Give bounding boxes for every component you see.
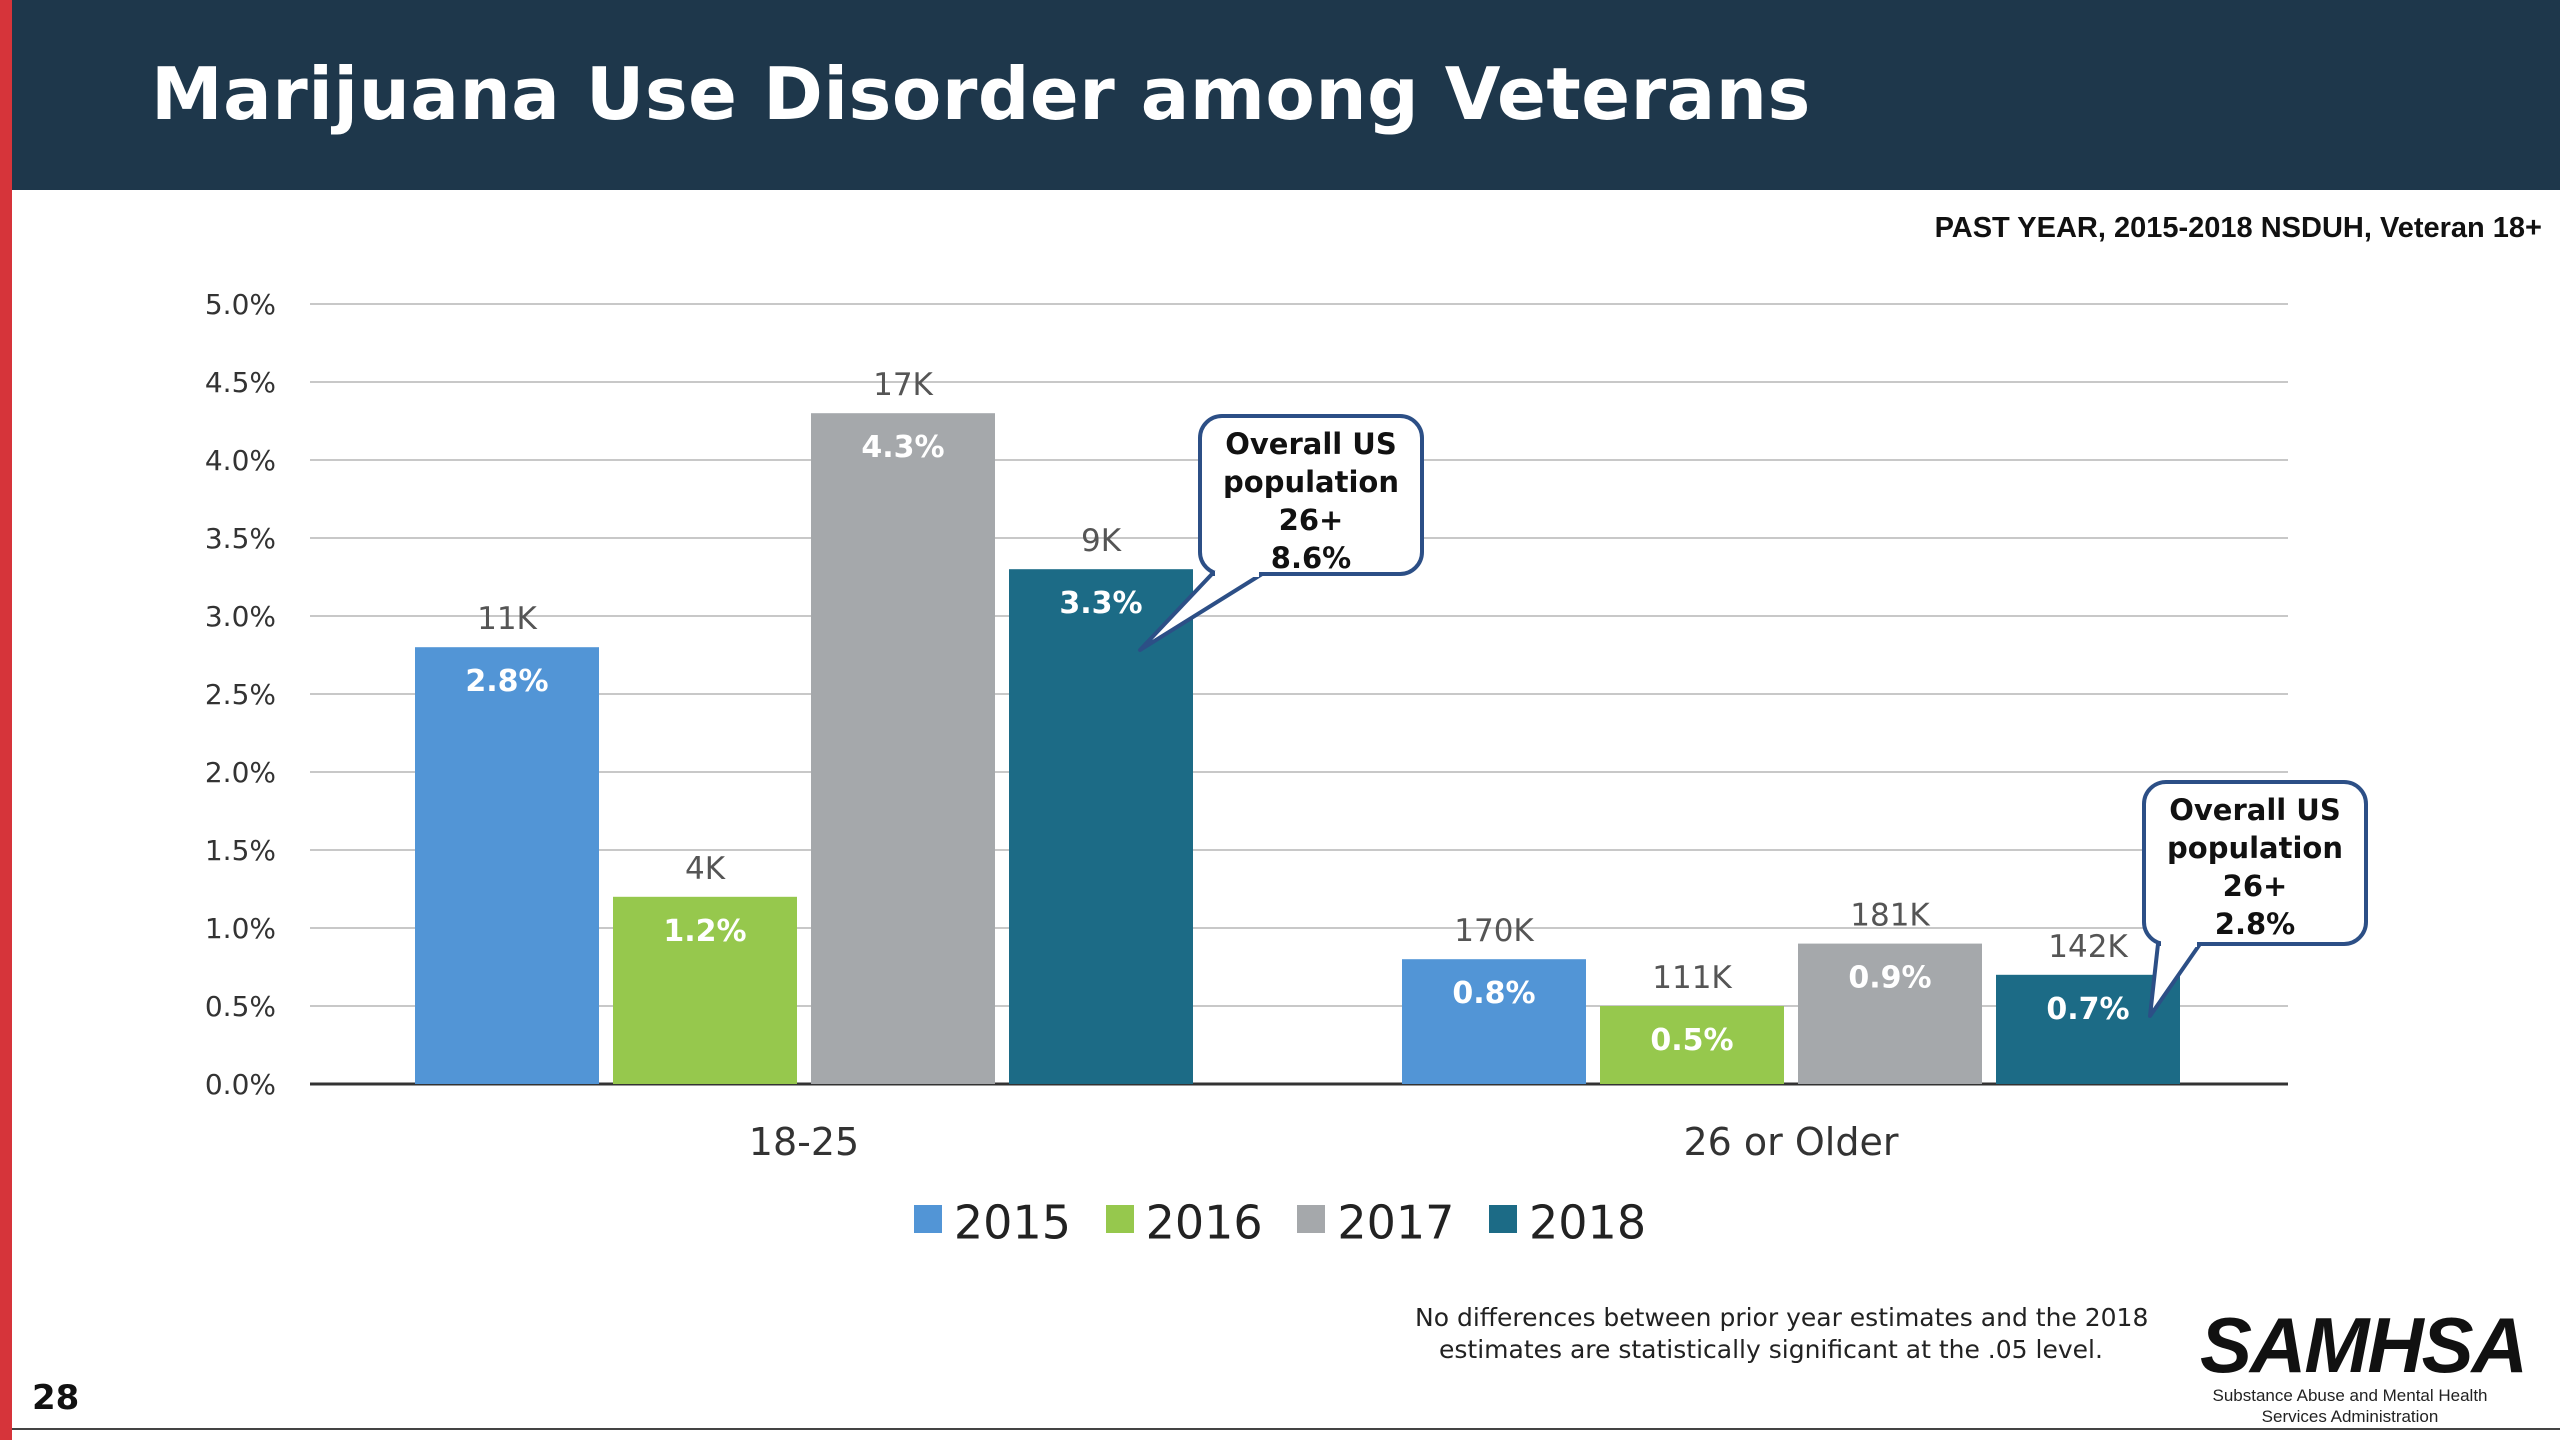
y-tick-label: 2.5% — [205, 678, 276, 711]
samhsa-logo: SAMHSA Substance Abuse and Mental Health… — [2200, 1301, 2528, 1427]
legend-swatch-2016 — [1105, 1205, 1134, 1234]
bar-count-label: 181K — [1850, 898, 1930, 934]
category-label-2: 26 or Older — [1684, 1120, 1899, 1164]
callout-line: 26+ — [2223, 869, 2288, 903]
legend-label: 2016 — [1145, 1195, 1263, 1250]
bar-count-label: 9K — [1081, 523, 1122, 559]
callouts: Overall US population 26+ 8.6% Overall US pop… — [1138, 414, 2368, 1018]
bar-value-label: 0.5% — [1650, 1023, 1733, 1058]
bar-2016-older — [1600, 1006, 1784, 1084]
y-tick-label: 3.5% — [205, 522, 276, 555]
bar-count-label: 4K — [685, 851, 726, 887]
bar-value-label: 0.9% — [1848, 961, 1931, 996]
bars: 2.8% 11K 1.2% 4K 4.3% 17K 3.3% 9K 0.8% 170K 0.5% 11… — [415, 367, 2180, 1084]
callout-line: 2.8% — [2215, 907, 2295, 941]
x-axis-categories: 18-25 26 or Older — [749, 1120, 1899, 1164]
legend-swatch-2015 — [913, 1205, 942, 1234]
slide-title: Marijuana Use Disorder among Veterans — [151, 52, 1811, 136]
category-label-1: 18-25 — [749, 1120, 859, 1164]
bar-2015-older — [1402, 959, 1586, 1084]
bar-2015-young — [415, 647, 599, 1084]
bar-count-label: 17K — [873, 367, 933, 403]
bar-2017-young — [811, 413, 995, 1084]
left-accent-bar — [0, 0, 12, 1440]
footnote: No differences between prior year estima… — [1415, 1302, 2149, 1366]
logo-text-line-1: Substance Abuse and Mental Health — [2212, 1386, 2488, 1405]
logo-mark: SAMHSA — [2200, 1301, 2528, 1389]
footnote-line-1: No differences between prior year estima… — [1415, 1303, 2149, 1332]
y-tick-label: 1.0% — [205, 912, 276, 945]
callout-2: Overall US population 26+ 2.8% — [2142, 780, 2368, 1018]
legend-label: 2015 — [953, 1195, 1071, 1250]
footnote-line-2: estimates are statistically significant … — [1439, 1335, 2103, 1364]
bar-value-label: 0.8% — [1452, 976, 1535, 1011]
bar-count-label: 170K — [1454, 913, 1534, 949]
y-tick-label: 4.0% — [205, 444, 276, 477]
y-tick-label: 2.0% — [205, 756, 276, 789]
callout-line: 8.6% — [1271, 541, 1351, 575]
bar-value-label: 4.3% — [861, 430, 944, 465]
callout-box — [2142, 780, 2368, 946]
callout-line: Overall US — [2169, 793, 2341, 827]
callout-line: 26+ — [1279, 503, 1344, 537]
bar-2017-older — [1798, 943, 1982, 1084]
legend-item-2016: 2016 — [1105, 1192, 1263, 1250]
bar-value-label: 1.2% — [663, 914, 746, 949]
callout-line: Overall US — [1225, 427, 1397, 461]
bar-count-label: 111K — [1652, 960, 1732, 996]
legend-item-2015: 2015 — [913, 1192, 1071, 1250]
callout-line: population — [1223, 465, 1399, 499]
bar-count-label: 142K — [2048, 929, 2128, 965]
bar-value-label: 2.8% — [465, 664, 548, 699]
legend-swatch-2017 — [1297, 1205, 1326, 1234]
title-banner — [12, 0, 2560, 190]
y-tick-label: 4.5% — [205, 366, 276, 399]
y-axis-ticks: 0.0% 0.5% 1.0% 1.5% 2.0% 2.5% 3.0% 3.5% 4.0% 4.5%… — [205, 288, 276, 1101]
bar-2018-young — [1009, 569, 1193, 1084]
bar-value-label: 0.7% — [2046, 992, 2129, 1027]
callout-box — [1198, 414, 1424, 576]
y-tick-label: 0.0% — [205, 1068, 276, 1101]
callout-1: Overall US population 26+ 8.6% — [1138, 414, 1424, 652]
legend-item-2017: 2017 — [1297, 1192, 1455, 1250]
legend-item-2018: 2018 — [1489, 1192, 1647, 1250]
bottom-divider — [12, 1428, 2560, 1430]
bar-2016-young — [613, 896, 797, 1084]
legend-swatch-2018 — [1489, 1205, 1518, 1234]
chart-subtitle: PAST YEAR, 2015-2018 NSDUH, Veteran 18+ — [1934, 212, 2542, 244]
page-number: 28 — [32, 1378, 80, 1418]
legend-label: 2017 — [1337, 1195, 1455, 1250]
logo-text-line-2: Services Administration — [2261, 1407, 2439, 1426]
y-tick-label: 5.0% — [205, 288, 276, 321]
legend: 2015 2016 2017 2018 — [0, 1190, 2560, 1249]
bar-value-label: 3.3% — [1059, 586, 1142, 621]
callout-line: population — [2167, 831, 2343, 865]
bar-count-label: 11K — [477, 601, 537, 637]
legend-label: 2018 — [1529, 1195, 1647, 1250]
y-tick-label: 3.0% — [205, 600, 276, 633]
y-tick-label: 1.5% — [205, 834, 276, 867]
y-tick-label: 0.5% — [205, 990, 276, 1023]
bar-2018-older — [1996, 974, 2180, 1084]
